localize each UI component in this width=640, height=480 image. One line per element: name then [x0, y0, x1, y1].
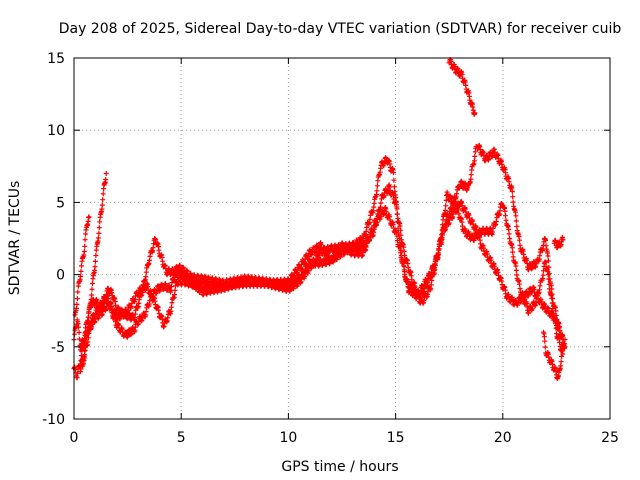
x-tick-label: 5	[177, 430, 186, 446]
chart-title: Day 208 of 2025, Sidereal Day-to-day VTE…	[59, 21, 622, 37]
plot-frame	[73, 57, 611, 420]
series-sat-f	[446, 57, 478, 117]
grid-lines	[74, 58, 610, 419]
x-tick-label: 25	[601, 430, 619, 446]
data-point-markers	[80, 171, 109, 369]
x-tick-label: 10	[279, 430, 297, 446]
y-tick-label: 5	[56, 195, 65, 211]
series-sat-e	[80, 171, 109, 369]
x-tick-label: 15	[387, 430, 405, 446]
data-point-markers	[541, 329, 568, 381]
axis-ticks: 0 5 10 15 20 25 -10 -5 0 5 10 15	[42, 51, 619, 446]
series-sat-h	[551, 234, 566, 251]
y-axis-label: SDTVAR / TECUs	[7, 181, 23, 296]
data-point-markers	[72, 214, 92, 318]
x-axis-label: GPS time / hours	[281, 459, 398, 475]
x-tick-label: 0	[70, 430, 79, 446]
data-point-markers	[446, 57, 478, 117]
y-tick-label: 10	[47, 123, 65, 139]
series-sat-d	[72, 214, 92, 318]
y-tick-label: -10	[42, 412, 65, 428]
y-tick-label: 0	[56, 268, 65, 284]
x-tick-label: 20	[494, 430, 512, 446]
data-series	[71, 57, 568, 381]
y-tick-label: -5	[51, 340, 65, 356]
y-tick-label: 15	[47, 51, 65, 67]
data-point-markers	[551, 234, 566, 251]
series-sat-g	[541, 329, 568, 381]
